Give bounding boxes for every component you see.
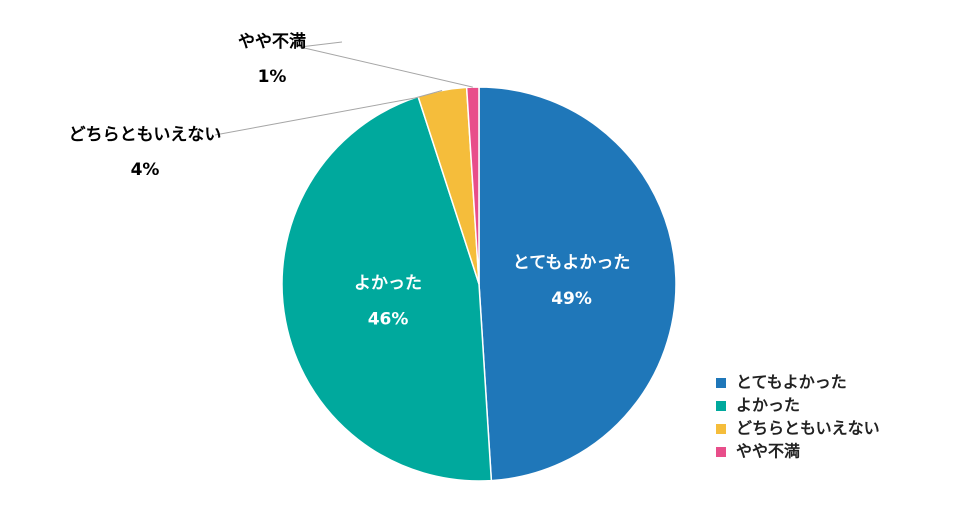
pie-slice	[478, 86, 677, 482]
slice-label: やや不満	[238, 31, 306, 52]
legend-swatch	[716, 424, 726, 434]
legend-label: やや不満	[736, 442, 800, 461]
slice-label: よかった	[354, 273, 422, 293]
legend-swatch	[716, 378, 726, 388]
slice-value: 4%	[131, 160, 160, 180]
legend-label: とてもよかった	[736, 373, 847, 392]
slice-value: 1%	[258, 67, 287, 87]
leader-line	[299, 41, 473, 88]
legend-label: よかった	[736, 396, 800, 415]
legend-label: どちらともいえない	[736, 419, 880, 438]
slice-value: 49%	[551, 289, 592, 309]
leader-line	[214, 90, 443, 136]
slice-label: どちらともいえない	[69, 125, 222, 145]
slice-value: 46%	[368, 309, 409, 329]
legend-swatch	[716, 447, 726, 457]
legend-swatch	[716, 401, 726, 411]
slice-label: とてもよかった	[513, 253, 631, 273]
pie-slice	[281, 95, 493, 482]
